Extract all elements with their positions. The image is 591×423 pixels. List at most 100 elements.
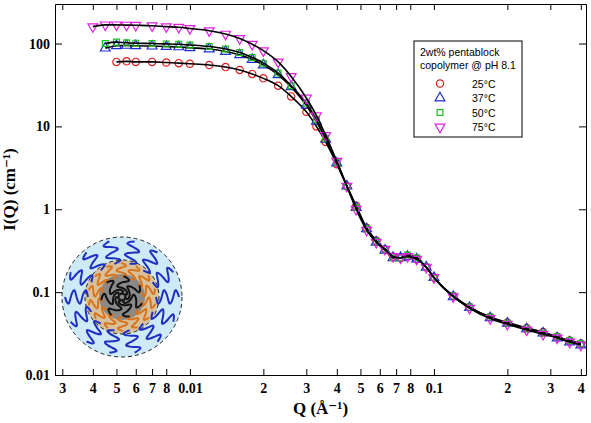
tick-label: 4 — [578, 381, 585, 396]
tick-label: 3 — [303, 381, 310, 396]
tick-label: 4 — [90, 381, 97, 396]
x-axis — [56, 4, 587, 10]
y-axis — [579, 5, 587, 376]
corona — [62, 237, 182, 357]
tick — [166, 4, 167, 10]
y-axis-title: I(Q) (cm⁻¹) — [0, 148, 19, 231]
tick-label: 100 — [29, 37, 50, 52]
series — [88, 22, 586, 351]
tick: 4 — [334, 369, 341, 396]
marker — [448, 294, 458, 303]
tick-mark — [55, 126, 62, 127]
corona-chain — [125, 241, 139, 263]
tick: 4 — [90, 369, 97, 396]
marker — [122, 40, 132, 49]
tick: 0.1 — [426, 369, 444, 396]
shell-chain — [128, 266, 139, 279]
tick: 5 — [113, 369, 120, 396]
tick-label: 5 — [113, 381, 120, 396]
tick-label: 0.01 — [178, 381, 203, 396]
marker — [204, 28, 214, 37]
tick: 4 — [578, 369, 585, 396]
tick-mark — [306, 4, 307, 10]
marker — [122, 22, 132, 31]
tick-mark — [581, 369, 582, 375]
tick-mark — [55, 375, 62, 376]
core-chain — [108, 297, 121, 315]
corona-chain — [151, 309, 173, 324]
legend: 2wt% pentablockcopolymer @ pH 8.125°C37°… — [414, 41, 522, 137]
tick: 1 — [43, 202, 62, 217]
tick-mark — [410, 4, 411, 10]
tick — [306, 4, 307, 10]
tick — [136, 4, 137, 10]
tick-label: 0.1 — [33, 285, 51, 300]
axis-line — [56, 4, 587, 5]
tick-label: 8 — [407, 381, 414, 396]
shell-chain — [106, 266, 117, 279]
plot-area — [55, 4, 586, 375]
shell-chain — [141, 286, 155, 297]
tick-mark — [396, 4, 397, 10]
tick-mark — [360, 369, 361, 375]
chart: 3456780.0123456780.12340.010.1110100Q (Å… — [0, 0, 591, 423]
tick — [190, 4, 191, 10]
tick-label: 0.1 — [426, 381, 444, 396]
plot-marks — [88, 22, 586, 351]
tick-mark — [55, 292, 62, 293]
tick: 6 — [377, 369, 384, 396]
tick-mark — [579, 292, 586, 293]
shell — [85, 260, 159, 334]
tick-mark — [337, 4, 338, 10]
series — [100, 40, 585, 348]
tick: 0.01 — [26, 368, 63, 383]
tick-label: 2 — [504, 381, 511, 396]
corona-chain — [71, 307, 92, 327]
tick-mark — [190, 369, 191, 375]
tick — [579, 292, 586, 293]
marker — [147, 23, 157, 32]
tick-mark — [55, 209, 62, 210]
tick: 3 — [547, 369, 554, 396]
tick-mark — [410, 369, 411, 375]
tick — [579, 126, 586, 127]
y-axis: 0.01 0.1 1 10 100 — [26, 5, 63, 383]
tick-mark — [579, 375, 586, 376]
core-chain — [124, 285, 140, 299]
marker — [131, 22, 141, 31]
tick: 6 — [133, 369, 140, 396]
tick — [116, 4, 117, 10]
tick-mark — [306, 369, 307, 375]
tick-mark — [507, 4, 508, 10]
tick — [434, 4, 435, 10]
legend-label: 75°C — [472, 121, 496, 133]
marker — [100, 22, 110, 31]
tick-mark — [550, 4, 551, 10]
marker — [174, 41, 184, 50]
series-line — [93, 25, 581, 345]
tick-mark — [62, 369, 63, 375]
tick-mark — [579, 44, 586, 45]
legend-label: 37°C — [472, 92, 496, 104]
tick: 2 — [504, 369, 511, 396]
tick-mark — [507, 369, 508, 375]
tick: 8 — [407, 369, 414, 396]
tick-mark — [166, 369, 167, 375]
tick-mark — [550, 369, 551, 375]
shell-chain — [142, 298, 156, 308]
tick — [337, 4, 338, 10]
tick-mark — [152, 4, 153, 10]
tick — [579, 44, 586, 45]
tick — [152, 4, 153, 10]
shell-chain — [89, 286, 103, 296]
tick-label: 3 — [547, 381, 554, 396]
tick-mark — [263, 369, 264, 375]
corona-chain — [86, 321, 101, 343]
corona-chain — [156, 290, 179, 303]
tick: 10 — [36, 119, 62, 134]
tick-label: 10 — [36, 119, 50, 134]
tick-mark — [152, 369, 153, 375]
tick — [62, 4, 63, 10]
tick-mark — [55, 44, 62, 45]
corona-chain — [124, 330, 141, 352]
